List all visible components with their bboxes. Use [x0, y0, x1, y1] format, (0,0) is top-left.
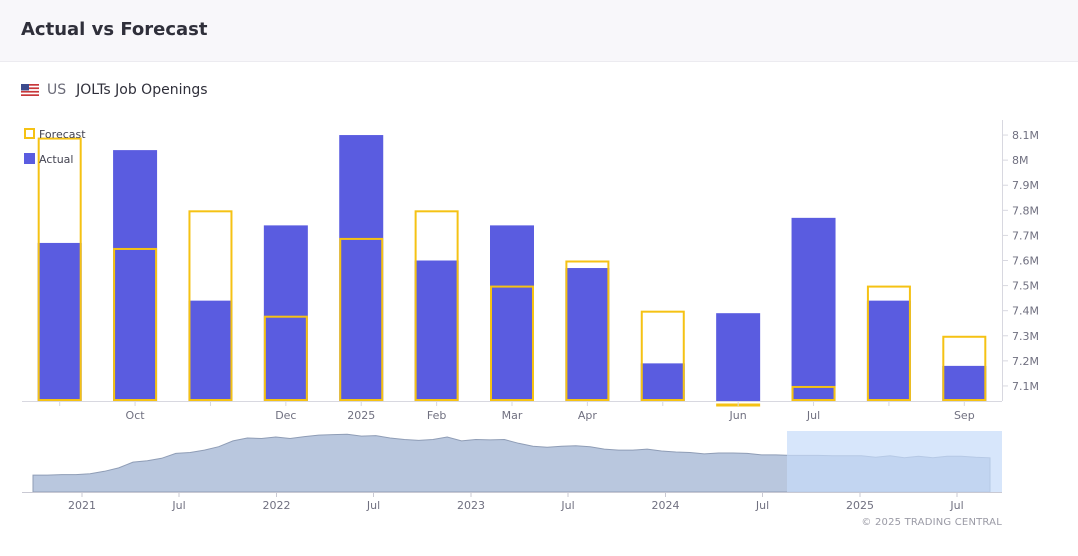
- x-tick-label: Mar: [502, 409, 523, 422]
- y-tick-label: 7.8M: [1012, 204, 1039, 217]
- actual-bar: [866, 300, 911, 401]
- navigator-tick-label: 2023: [457, 499, 485, 512]
- forecast-bar: [942, 335, 987, 401]
- actual-bar: [263, 225, 308, 401]
- navigator-tick-label: Jul: [366, 499, 380, 512]
- legend-label: Forecast: [39, 128, 86, 141]
- x-tick-label: Apr: [578, 409, 598, 422]
- actual-bar: [716, 313, 761, 401]
- legend: Forecast Actual: [24, 128, 86, 166]
- us-flag-icon: [21, 84, 39, 96]
- x-tick-label: 2025: [347, 409, 375, 422]
- x-tick-label: Oct: [126, 409, 146, 422]
- y-tick-label: 7.4M: [1012, 305, 1039, 318]
- forecast-bar: [113, 247, 158, 401]
- forecast-bar: [414, 210, 459, 401]
- forecast-bar: [37, 137, 82, 401]
- y-tick-label: 8.1M: [1012, 129, 1039, 142]
- y-tick-label: 7.1M: [1012, 380, 1039, 393]
- actual-bar: [188, 300, 233, 401]
- panel-title: Actual vs Forecast: [21, 19, 208, 40]
- forecast-bar: [339, 237, 384, 401]
- y-tick-label: 7.3M: [1012, 330, 1039, 343]
- forecast-bar: [263, 315, 308, 402]
- y-tick-label: 8M: [1012, 154, 1029, 167]
- navigator-tick-label: Jul: [755, 499, 769, 512]
- actual-bar: [791, 217, 836, 401]
- forecast-bar: [188, 210, 233, 401]
- x-tick-label: Jun: [729, 409, 747, 422]
- x-axis: Oct Dec 2025 Feb Mar Apr Jun Jul Sep: [22, 401, 1002, 422]
- panel-header: Actual vs Forecast: [0, 0, 1078, 62]
- navigator-tick-label: Jul: [949, 499, 963, 512]
- actual-bar: [339, 135, 384, 401]
- actual-bar: [414, 260, 459, 401]
- navigator[interactable]: 2021 Jul 2022 Jul 2023 Jul 2024 Jul 2025 Jul: [22, 431, 1002, 512]
- actual-legend-swatch: [24, 153, 35, 164]
- actual-bar: [565, 268, 610, 401]
- forecast-bar: [640, 310, 685, 401]
- bars-layer: [37, 135, 987, 407]
- navigator-tick-label: Jul: [560, 499, 574, 512]
- actual-bar: [113, 150, 158, 401]
- forecast-bar: [866, 285, 911, 402]
- actual-bar: [37, 242, 82, 401]
- y-axis: 7.1M 7.2M 7.3M 7.4M 7.5M 7.6M 7.7M 7.8M 7.9M 8M 8.…: [1002, 120, 1039, 401]
- forecast-legend-swatch: [24, 128, 35, 139]
- navigator-tick-label: 2022: [263, 499, 291, 512]
- actual-bar: [942, 365, 987, 401]
- y-tick-label: 7.7M: [1012, 229, 1039, 242]
- navigator-tick-label: 2025: [846, 499, 874, 512]
- navigator-tick-label: Jul: [171, 499, 185, 512]
- x-tick-label: Sep: [954, 409, 975, 422]
- y-tick-label: 7.5M: [1012, 280, 1039, 293]
- y-tick-label: 7.2M: [1012, 355, 1039, 368]
- navigator-tick-label: 2021: [68, 499, 96, 512]
- country-label: US: [47, 82, 67, 98]
- legend-label: Actual: [39, 153, 73, 166]
- x-tick-label: Feb: [427, 409, 446, 422]
- navigator-tick-label: 2024: [652, 499, 680, 512]
- navigator-selection: [787, 431, 1002, 492]
- x-tick-label: Dec: [275, 409, 296, 422]
- y-tick-label: 7.9M: [1012, 179, 1039, 192]
- indicator-name: JOLTs Job Openings: [76, 82, 208, 98]
- forecast-bar: [791, 385, 836, 402]
- copyright-text: © 2025 TRADING CENTRAL: [861, 517, 1002, 528]
- actual-bar: [490, 225, 534, 401]
- y-tick-label: 7.6M: [1012, 255, 1039, 268]
- forecast-bar: [565, 260, 610, 401]
- indicator-heading: US JOLTs Job Openings: [21, 80, 208, 100]
- x-tick-label: Jul: [806, 409, 820, 422]
- actual-bar: [640, 363, 685, 401]
- forecast-bar: [490, 285, 534, 402]
